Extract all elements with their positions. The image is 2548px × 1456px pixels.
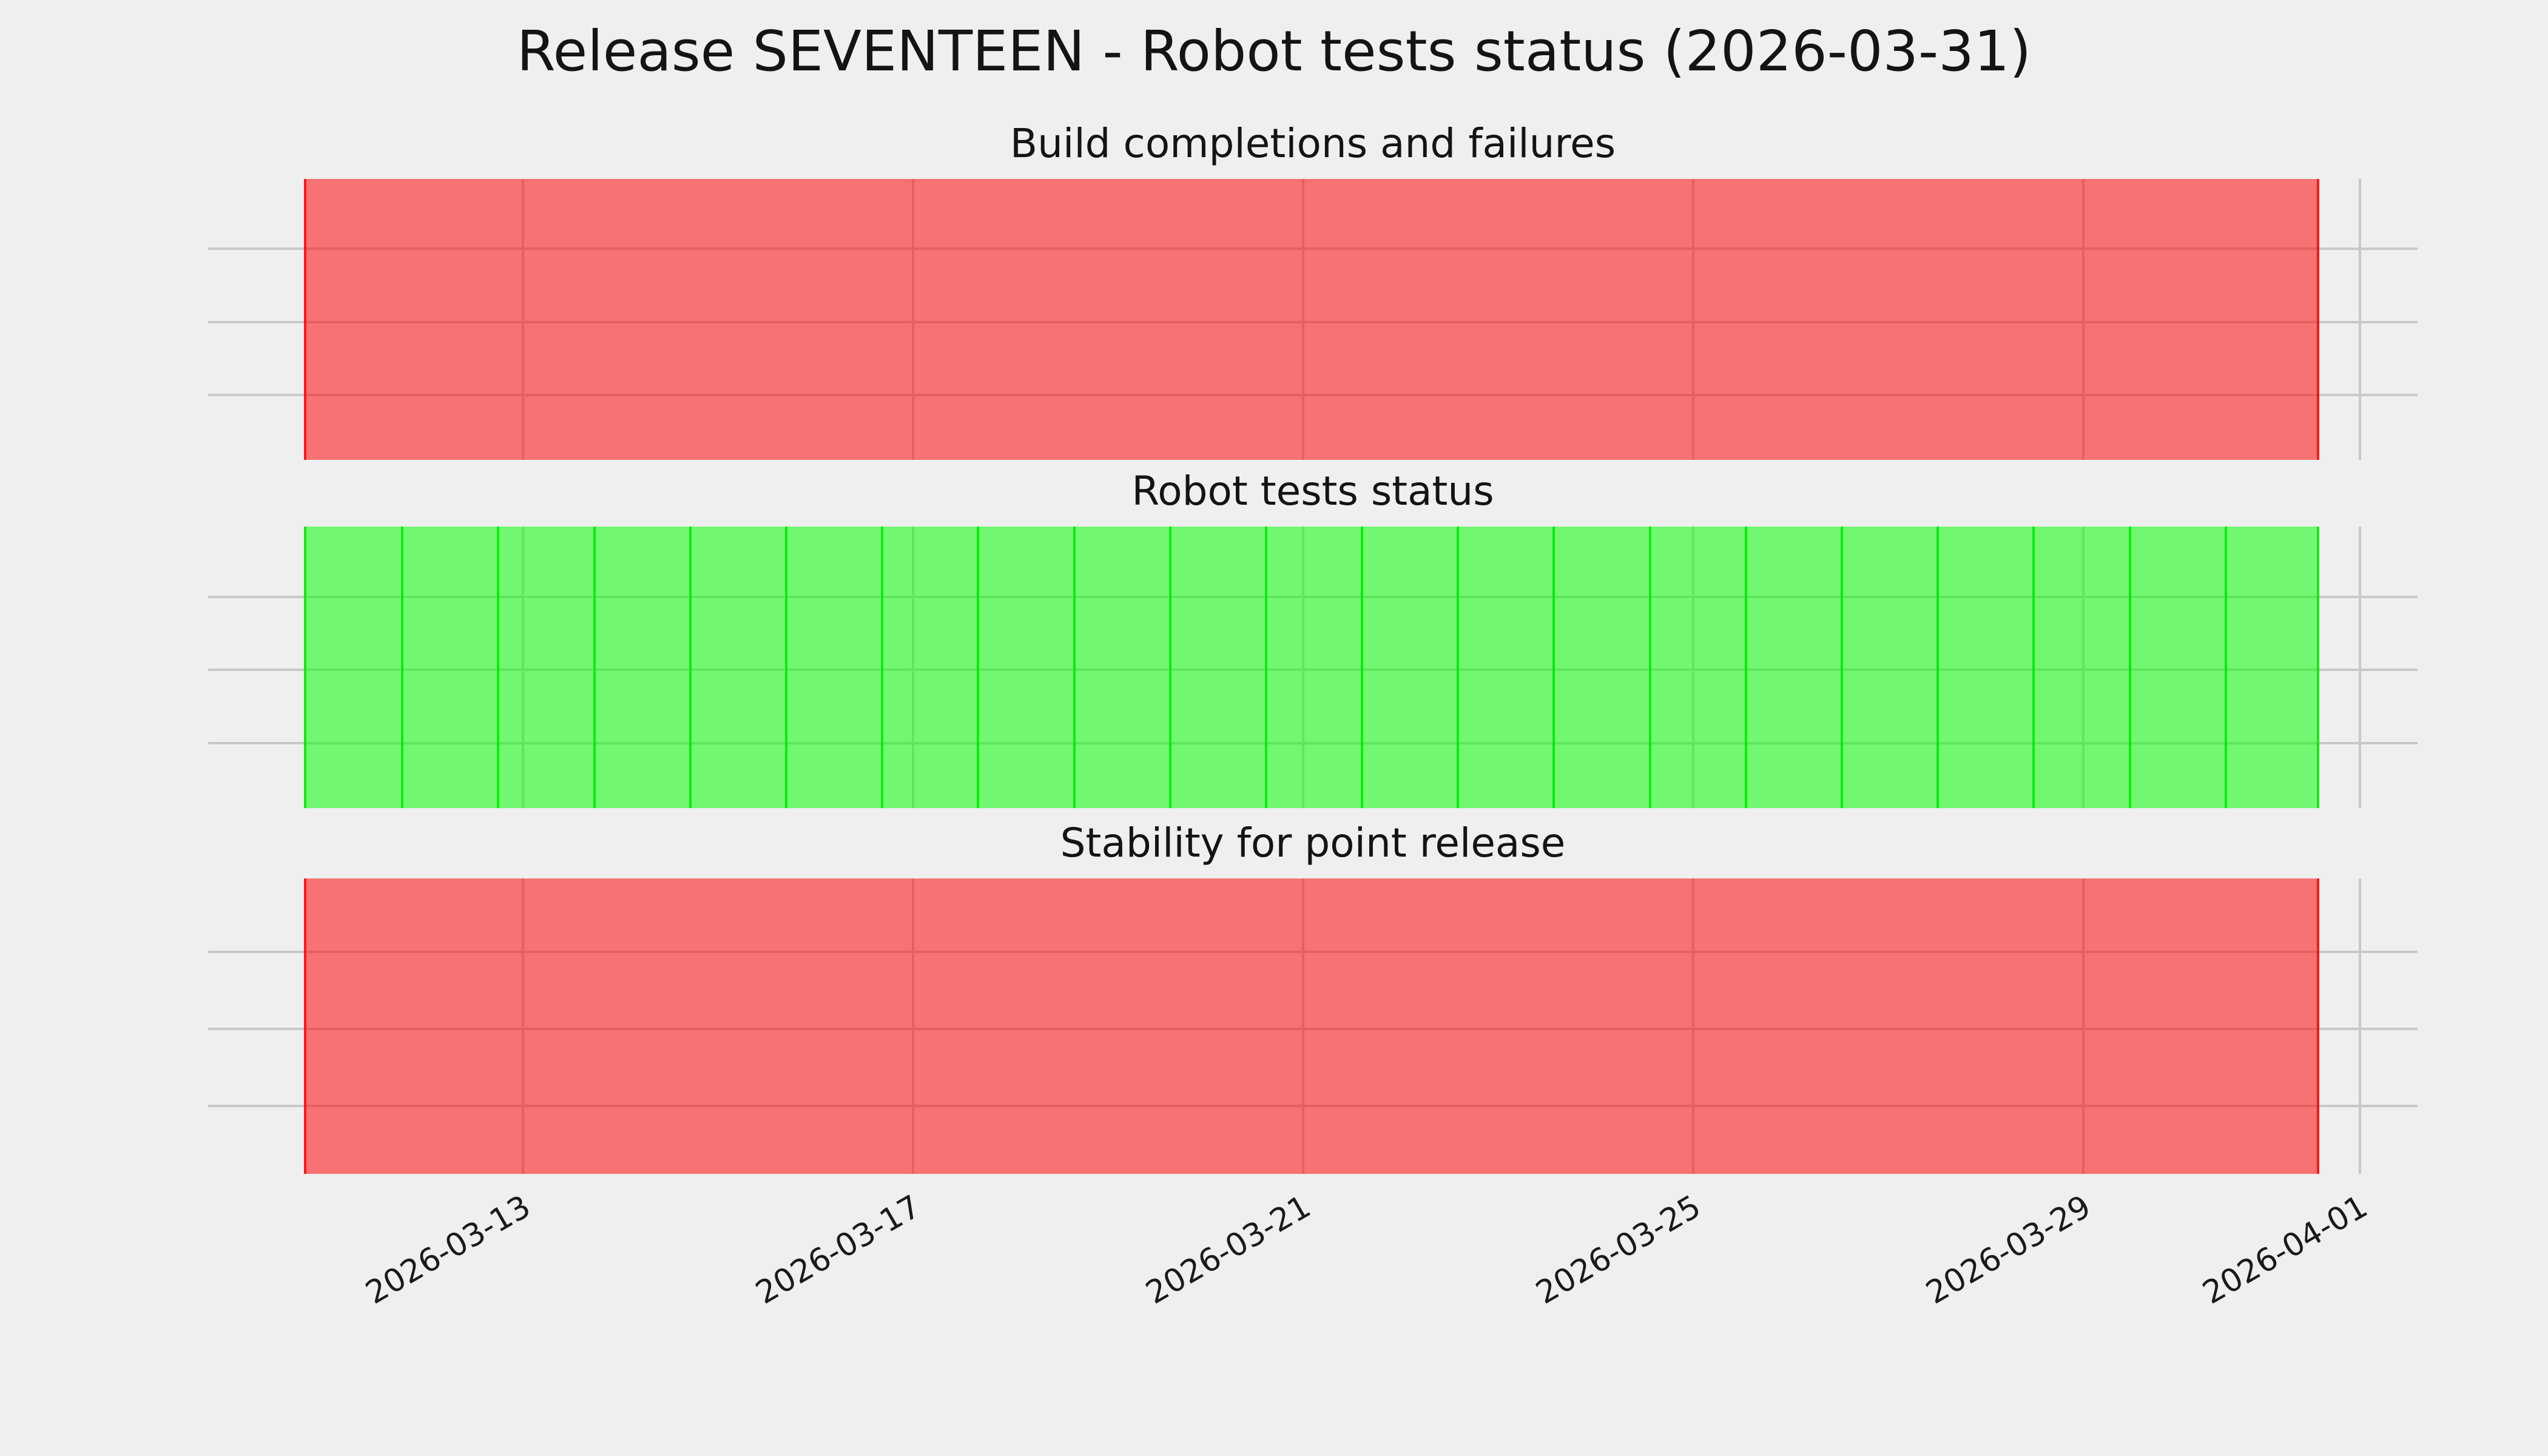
day-segment-edge bbox=[1073, 527, 1076, 808]
figure-title: Release SEVENTEEN - Robot tests status (… bbox=[516, 19, 2032, 84]
day-segment-edge bbox=[1841, 527, 1843, 808]
plot-area: Stability for point release bbox=[208, 820, 2418, 1174]
day-segment-edge bbox=[2129, 527, 2131, 808]
x-tick-label: 2026-03-13 bbox=[359, 1188, 537, 1312]
x-tick-label: 2026-03-21 bbox=[1139, 1188, 1317, 1312]
subplot-title: Build completions and failures bbox=[1009, 120, 1616, 167]
day-segment-edge bbox=[1936, 527, 1939, 808]
day-segment-edge bbox=[2032, 527, 2035, 808]
day-segment-edge bbox=[2225, 527, 2227, 808]
day-segment-edge bbox=[497, 527, 499, 808]
x-tick-label: 2026-03-17 bbox=[749, 1188, 927, 1312]
gridline-vertical bbox=[2359, 179, 2361, 460]
day-segment-edge bbox=[1265, 527, 1267, 808]
day-segment-edge bbox=[1169, 527, 1171, 808]
gridline-vertical bbox=[2359, 878, 2361, 1174]
subplot-title: Stability for point release bbox=[1060, 820, 1566, 866]
day-segment-edge bbox=[401, 527, 403, 808]
day-segment-edge bbox=[1361, 527, 1363, 808]
x-tick-label: 2026-03-29 bbox=[1919, 1188, 2097, 1312]
x-tick-label: 2026-04-01 bbox=[2196, 1188, 2374, 1312]
day-segment-edge bbox=[593, 527, 596, 808]
status-span-bar bbox=[304, 527, 2319, 808]
subplot-title: Robot tests status bbox=[1131, 468, 1494, 514]
day-segment-edge bbox=[689, 527, 692, 808]
day-segment-edge bbox=[1552, 527, 1555, 808]
plot-area: Robot tests status bbox=[208, 468, 2418, 808]
gridline-vertical bbox=[2359, 527, 2361, 808]
day-segment-edge bbox=[1745, 527, 1747, 808]
plot-area: Build completions and failures bbox=[208, 120, 2418, 460]
day-segment-edge bbox=[1457, 527, 1459, 808]
day-segment-edge bbox=[977, 527, 979, 808]
day-segment-edge bbox=[1649, 527, 1651, 808]
status-span-bar bbox=[304, 179, 2319, 460]
x-tick-label: 2026-03-25 bbox=[1529, 1188, 1707, 1312]
day-segment-edge bbox=[785, 527, 787, 808]
status-span-bar bbox=[304, 878, 2319, 1174]
day-segment-edge bbox=[881, 527, 883, 808]
